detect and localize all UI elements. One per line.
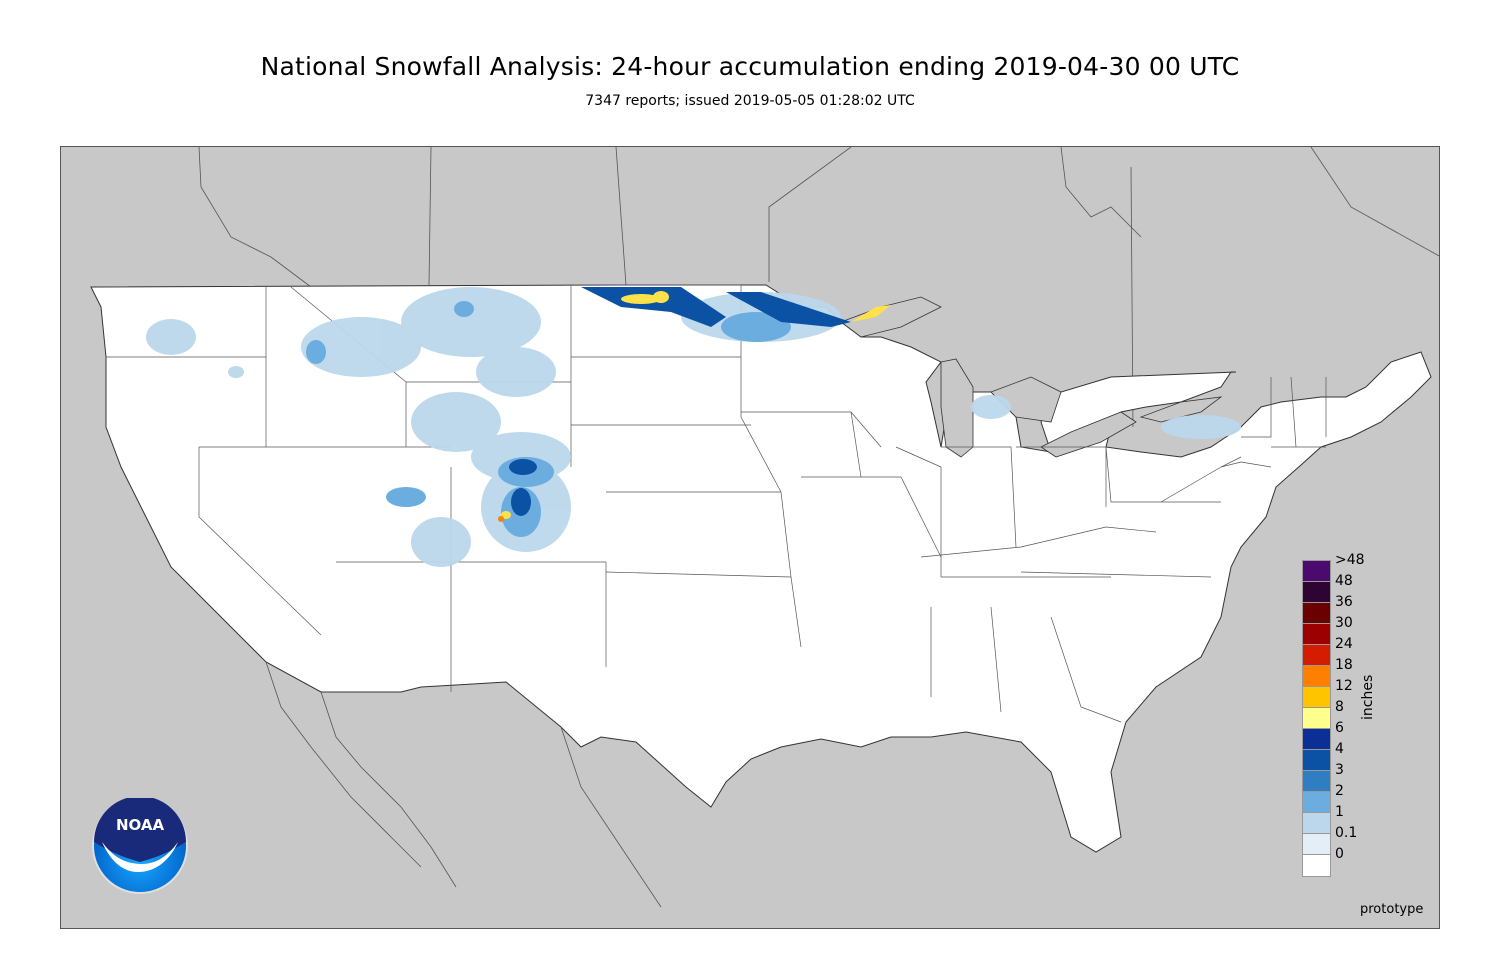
mexico-coast [265, 661, 662, 908]
legend-swatch [1302, 623, 1331, 646]
snowfall-yellow [501, 291, 891, 519]
legend-label: 48 [1335, 573, 1353, 589]
legend-label: 0 [1335, 846, 1344, 862]
legend-swatch [1302, 581, 1331, 604]
legend-swatch [1302, 707, 1331, 730]
legend-swatch [1302, 665, 1331, 688]
state-borders [106, 284, 1327, 723]
legend-swatch [1302, 770, 1331, 793]
map-subtitle: 7347 reports; issued 2019-05-05 01:28:02… [585, 93, 915, 109]
legend-label: 30 [1335, 615, 1353, 631]
legend-label: 1 [1335, 804, 1344, 820]
legend-swatch [1302, 749, 1331, 772]
legend-label: 4 [1335, 741, 1344, 757]
legend-label: 2 [1335, 783, 1344, 799]
legend-swatch [1302, 686, 1331, 709]
map-canvas [90, 147, 1439, 908]
legend-swatch [1302, 728, 1331, 751]
legend-label: 0.1 [1335, 825, 1358, 841]
prototype-note: prototype [1360, 902, 1424, 917]
legend-label: 3 [1335, 762, 1344, 778]
canada-borders [198, 147, 1439, 428]
legend-units: inches [1360, 674, 1376, 720]
legend-label: 18 [1335, 657, 1353, 673]
noaa-logo-text: NOAA [116, 816, 165, 834]
legend-label: 36 [1335, 594, 1353, 610]
snowfall-orange [498, 516, 504, 522]
legend-swatch [1302, 560, 1331, 583]
legend-swatch [1302, 602, 1331, 625]
legend-swatch [1302, 833, 1331, 856]
conus-land [90, 284, 1432, 853]
legend-label: 24 [1335, 636, 1353, 652]
map-title: National Snowfall Analysis: 24-hour accu… [260, 52, 1240, 81]
snowfall-heavy [509, 287, 851, 516]
legend-label: >48 [1335, 552, 1365, 568]
snowfall-map[interactable] [60, 146, 1440, 929]
legend-swatch [1302, 791, 1331, 814]
legend-label: 6 [1335, 720, 1344, 736]
legend-swatch [1302, 644, 1331, 667]
legend-swatch [1302, 854, 1331, 877]
legend-swatch [1302, 812, 1331, 835]
great-lakes [840, 296, 1223, 458]
legend-label: 8 [1335, 699, 1344, 715]
legend: >48 48 36 30 24 18 12 8 6 4 3 2 1 0.1 0 [1302, 553, 1442, 880]
legend-label: 12 [1335, 678, 1353, 694]
noaa-logo: NOAA [92, 798, 188, 894]
